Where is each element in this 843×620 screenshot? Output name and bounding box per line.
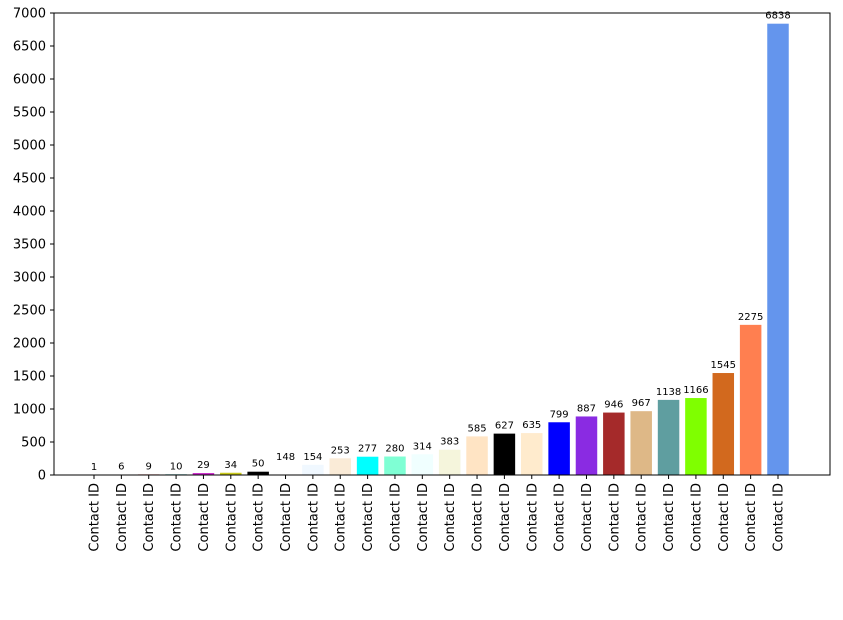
bar-value-label: 148 [276,452,295,463]
x-tick-label: Contact ID [662,483,677,552]
bar-value-label: 34 [224,460,237,471]
x-tick-label: Contact ID [88,483,103,552]
y-tick-label: 2500 [13,304,46,319]
x-tick-label: Contact ID [443,483,458,552]
bar [220,472,242,475]
bar [657,399,680,475]
y-tick-label: 3000 [13,271,46,286]
y-tick-label: 3500 [13,238,46,253]
bar [274,465,297,475]
y-tick-label: 6500 [13,40,46,55]
bar-value-label: 627 [495,421,514,432]
bar-value-label: 1166 [683,385,708,396]
bar [192,473,215,475]
bar [356,456,379,475]
x-tick-label: Contact ID [525,483,540,552]
bar-value-label: 635 [522,420,541,431]
y-axis: 0 500 1000 1500 2000 2500 3000 3500 4000 4500 5000… [13,7,54,484]
bar-value-label: 799 [550,409,569,420]
x-tick-label: Contact ID [471,483,486,552]
bar [712,373,735,475]
x-tick-label: Contact ID [717,483,732,552]
bar-value-label: 585 [467,423,486,434]
x-tick-label: Contact ID [197,483,212,552]
bars-group [83,23,789,476]
x-tick-label: Contact ID [115,483,130,552]
y-tick-label: 6000 [13,73,46,88]
y-tick-label: 1500 [13,370,46,385]
y-tick-label: 1000 [13,403,46,418]
bar-value-label: 2275 [738,312,763,323]
bar [548,422,570,475]
bar [438,449,461,475]
y-tick-label: 4500 [13,172,46,187]
bar-value-label: 9 [146,461,152,472]
x-tick-label: Contact ID [635,483,650,552]
x-tick-label: Contact ID [416,483,431,552]
bar-value-label: 253 [331,445,350,456]
x-tick-label: Contact ID [388,483,403,552]
x-tick-label: Contact ID [772,483,787,552]
bar [767,23,789,476]
bar [685,398,707,475]
x-tick-label: Contact ID [306,483,321,552]
bar-value-label: 1138 [656,387,681,398]
x-tick-label: Contact ID [170,483,185,552]
x-tick-label: Contact ID [334,483,349,552]
y-tick-label: 2000 [13,337,46,352]
x-tick-label: Contact ID [498,483,513,552]
bar [411,454,434,475]
x-tick-label: Contact ID [553,483,568,552]
bar-value-label: 1545 [711,360,736,371]
bar-value-label: 314 [413,441,432,452]
bar [630,411,652,475]
bar-value-label: 383 [440,437,459,448]
y-tick-label: 500 [21,436,46,451]
x-tick-label: Contact ID [744,483,759,552]
bar [247,471,269,475]
bar-value-label: 50 [252,459,265,470]
y-tick-label: 4000 [13,205,46,220]
bar [739,324,762,475]
bar-value-label: 6838 [765,11,790,22]
x-tick-label: Contact ID [224,483,239,552]
value-labels-group: 1 6 9 10 29 34 50 148 154 253 277 280 314 383 585 627 63… [91,11,791,473]
bar [575,416,598,475]
bar [603,412,625,475]
bar [466,436,488,475]
bar [329,458,351,475]
x-tick-label: Contact ID [252,483,267,552]
bar-value-label: 946 [604,400,623,411]
bar [493,433,516,475]
y-tick-label: 7000 [13,7,46,22]
bar-value-label: 1 [91,462,97,473]
x-tick-label: Contact ID [279,483,294,552]
y-tick-label: 5000 [13,139,46,154]
plot-frame [53,12,831,476]
bar-value-label: 154 [303,452,322,463]
bar-value-label: 10 [170,461,183,472]
bar-value-label: 887 [577,403,596,414]
bar [521,433,543,475]
bar-value-label: 277 [358,444,377,455]
x-axis: Contact ID Contact ID Contact ID Contact ID… [88,475,787,552]
y-tick-label: 0 [38,469,46,484]
x-tick-label: Contact ID [607,483,622,552]
x-tick-label: Contact ID [580,483,595,552]
bar-value-label: 6 [118,462,124,473]
x-tick-label: Contact ID [361,483,376,552]
bar [384,456,406,475]
bar [302,464,324,475]
bar-value-label: 280 [385,444,404,455]
x-tick-label: Contact ID [689,483,704,552]
y-tick-label: 5500 [13,106,46,121]
bar-value-label: 967 [632,398,651,409]
x-tick-label: Contact ID [142,483,157,552]
bar-value-label: 29 [197,460,210,471]
